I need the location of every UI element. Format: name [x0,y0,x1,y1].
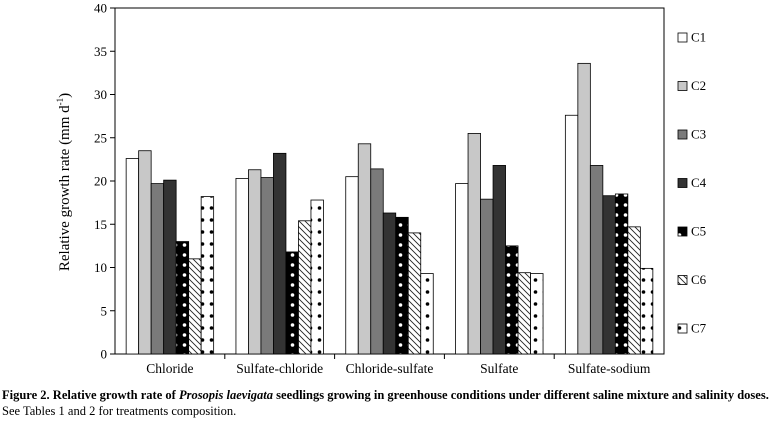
bar-c4 [382,212,397,355]
y-tick-label: 10 [94,260,107,275]
legend-swatch-c3 [677,129,688,140]
bar-c1 [455,183,469,355]
bar-c6 [188,258,202,355]
x-tick-label: Chloride-sulfate [346,361,434,376]
bar-c5 [285,251,299,355]
bar-c6 [298,220,312,355]
bar-c3 [480,198,494,355]
caption-prefix: Figure 2. Relative growth rate of [2,388,179,402]
caption-suffix: seedlings growing in greenhouse conditio… [273,388,769,402]
bar-chart: 0 5 10 15 20 25 30 35 40 Chloride Sulfate-chloride… [55,1,707,377]
legend-swatch-c2 [677,81,688,91]
bar-c4 [163,179,177,355]
x-tick-label: Sulfate-chloride [236,361,323,376]
x-tick-label: Sulfate-sodium [568,361,651,376]
y-tick-label: 40 [94,1,107,16]
bar-c2 [248,169,262,355]
y-tick-label: 30 [94,87,107,102]
bar-c1 [345,176,359,355]
bar-c5 [614,193,629,355]
legend-label: C6 [691,272,707,287]
bar-c2 [138,150,152,355]
y-axis-label: Relative growth rate (mm d-1) [55,93,73,271]
legend-label: C1 [691,30,706,45]
y-tick-label: 0 [101,347,108,362]
bar-c6 [627,226,641,355]
x-tick-label: Chloride [146,361,193,376]
legend-label: C5 [691,224,706,239]
bar-c2 [357,143,372,355]
bar-c4 [602,195,616,355]
bar-c3 [150,183,165,355]
bar-c1 [125,158,140,355]
legend-label: C4 [691,175,707,190]
legend: C1 C2 C3 C4 C5 C6 C7 [677,30,707,336]
caption-species: Prosopis laevigata [178,388,274,402]
bar-c7 [310,199,324,355]
caption-note: See Tables 1 and 2 for treatments compos… [2,404,237,418]
bar-c3 [370,168,384,355]
legend-swatch-c6 [677,275,688,285]
y-tick-label: 5 [101,303,108,318]
y-tick-label: 20 [94,174,107,189]
bar-c1 [235,178,249,355]
bar-c7 [639,267,654,355]
legend-swatch-c4 [677,178,688,188]
bar-c6 [407,232,422,355]
legend-swatch-c7 [677,323,688,334]
legend-swatch-c1 [677,32,688,43]
figure-caption: Figure 2. Relative growth rate of Prosop… [2,387,782,419]
x-tick-label: Sulfate [480,361,518,376]
bar-c3 [589,165,604,355]
bar-c7 [200,196,215,355]
legend-label: C2 [691,78,706,93]
bar-c4 [273,152,287,355]
bar-c6 [517,272,531,355]
legend-label: C7 [691,321,707,336]
bar-c3 [260,177,274,355]
bar-c5 [175,241,190,355]
bar-c2 [577,62,591,355]
bar-c4 [492,165,506,355]
bar-c7 [420,273,434,355]
legend-label: C3 [691,127,706,142]
plot-area: 0 5 10 15 20 25 30 35 40 Chloride Sulfate-chloride… [94,1,665,376]
y-tick-label: 35 [94,44,107,59]
y-tick-label: 25 [94,130,107,145]
bar-c5 [505,245,519,355]
bar-c2 [467,133,481,355]
bar-c5 [395,216,409,355]
bar-c7 [530,273,544,355]
bar-c1 [564,114,579,355]
legend-swatch-c5 [677,226,688,237]
y-tick-label: 15 [94,217,107,232]
